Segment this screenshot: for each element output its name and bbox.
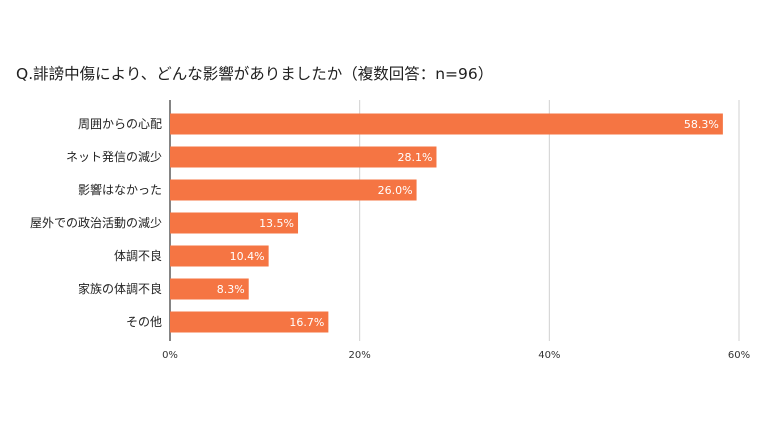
data-label: 10.4% (230, 250, 265, 263)
bar (170, 113, 723, 135)
data-label: 28.1% (398, 151, 433, 164)
data-label: 26.0% (378, 184, 413, 197)
data-label: 58.3% (684, 118, 719, 131)
category-label: 体調不良 (114, 248, 162, 263)
x-tick-label: 20% (349, 350, 371, 361)
labels: 0% 20% 40% 60% 周囲からの心配 58.3% ネット発信の減少 28.1% 影響はな… (30, 117, 750, 361)
bar (170, 245, 269, 267)
category-label: 影響はなかった (78, 182, 162, 197)
category-label: その他 (126, 315, 162, 329)
category-label: ネット発信の減少 (66, 149, 162, 164)
bar (170, 212, 299, 234)
bar (170, 278, 249, 300)
bar (170, 311, 329, 333)
bars (170, 113, 723, 333)
data-label: 13.5% (259, 217, 294, 230)
x-tick-label: 0% (162, 350, 178, 361)
chart-title: Q.誹謗中傷により、どんな影響がありましたか（複数回答：n=96） (16, 65, 494, 83)
data-label: 16.7% (289, 316, 324, 329)
x-tick-label: 60% (728, 350, 750, 361)
bar (170, 146, 437, 168)
category-label: 周囲からの心配 (78, 117, 162, 131)
bar (170, 179, 417, 201)
data-label: 8.3% (217, 283, 245, 296)
category-label: 家族の体調不良 (78, 281, 162, 296)
x-tick-label: 40% (538, 350, 560, 361)
category-label: 屋外での政治活動の減少 (30, 215, 162, 230)
